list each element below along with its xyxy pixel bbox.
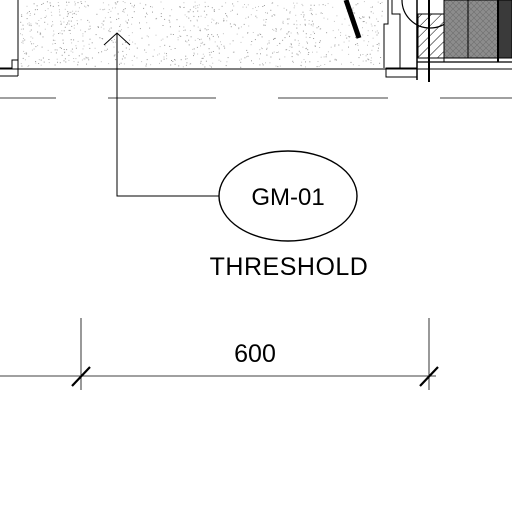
dimension-line: 600 — [0, 318, 439, 390]
gray-block-1 — [443, 0, 469, 59]
tag-caption: THRESHOLD — [210, 253, 369, 281]
dimension-value: 600 — [234, 340, 276, 368]
dimension-tick-right — [419, 366, 439, 387]
material-tag: GM-01 THRESHOLD — [210, 150, 369, 281]
gray-block-2 — [467, 0, 499, 59]
leader-arrow — [103, 32, 220, 197]
left-wall-edge — [0, 0, 19, 77]
floor-finish-band — [0, 0, 512, 70]
tag-code: GM-01 — [251, 184, 324, 211]
tag-ellipse — [218, 150, 358, 242]
dark-block — [497, 0, 512, 59]
floor-finish-speckle — [20, 1, 383, 68]
door-frame-detail — [343, 0, 512, 82]
dimension-tick-left — [71, 366, 91, 387]
door-leaf — [343, 0, 362, 39]
hatched-jamb — [417, 13, 445, 59]
